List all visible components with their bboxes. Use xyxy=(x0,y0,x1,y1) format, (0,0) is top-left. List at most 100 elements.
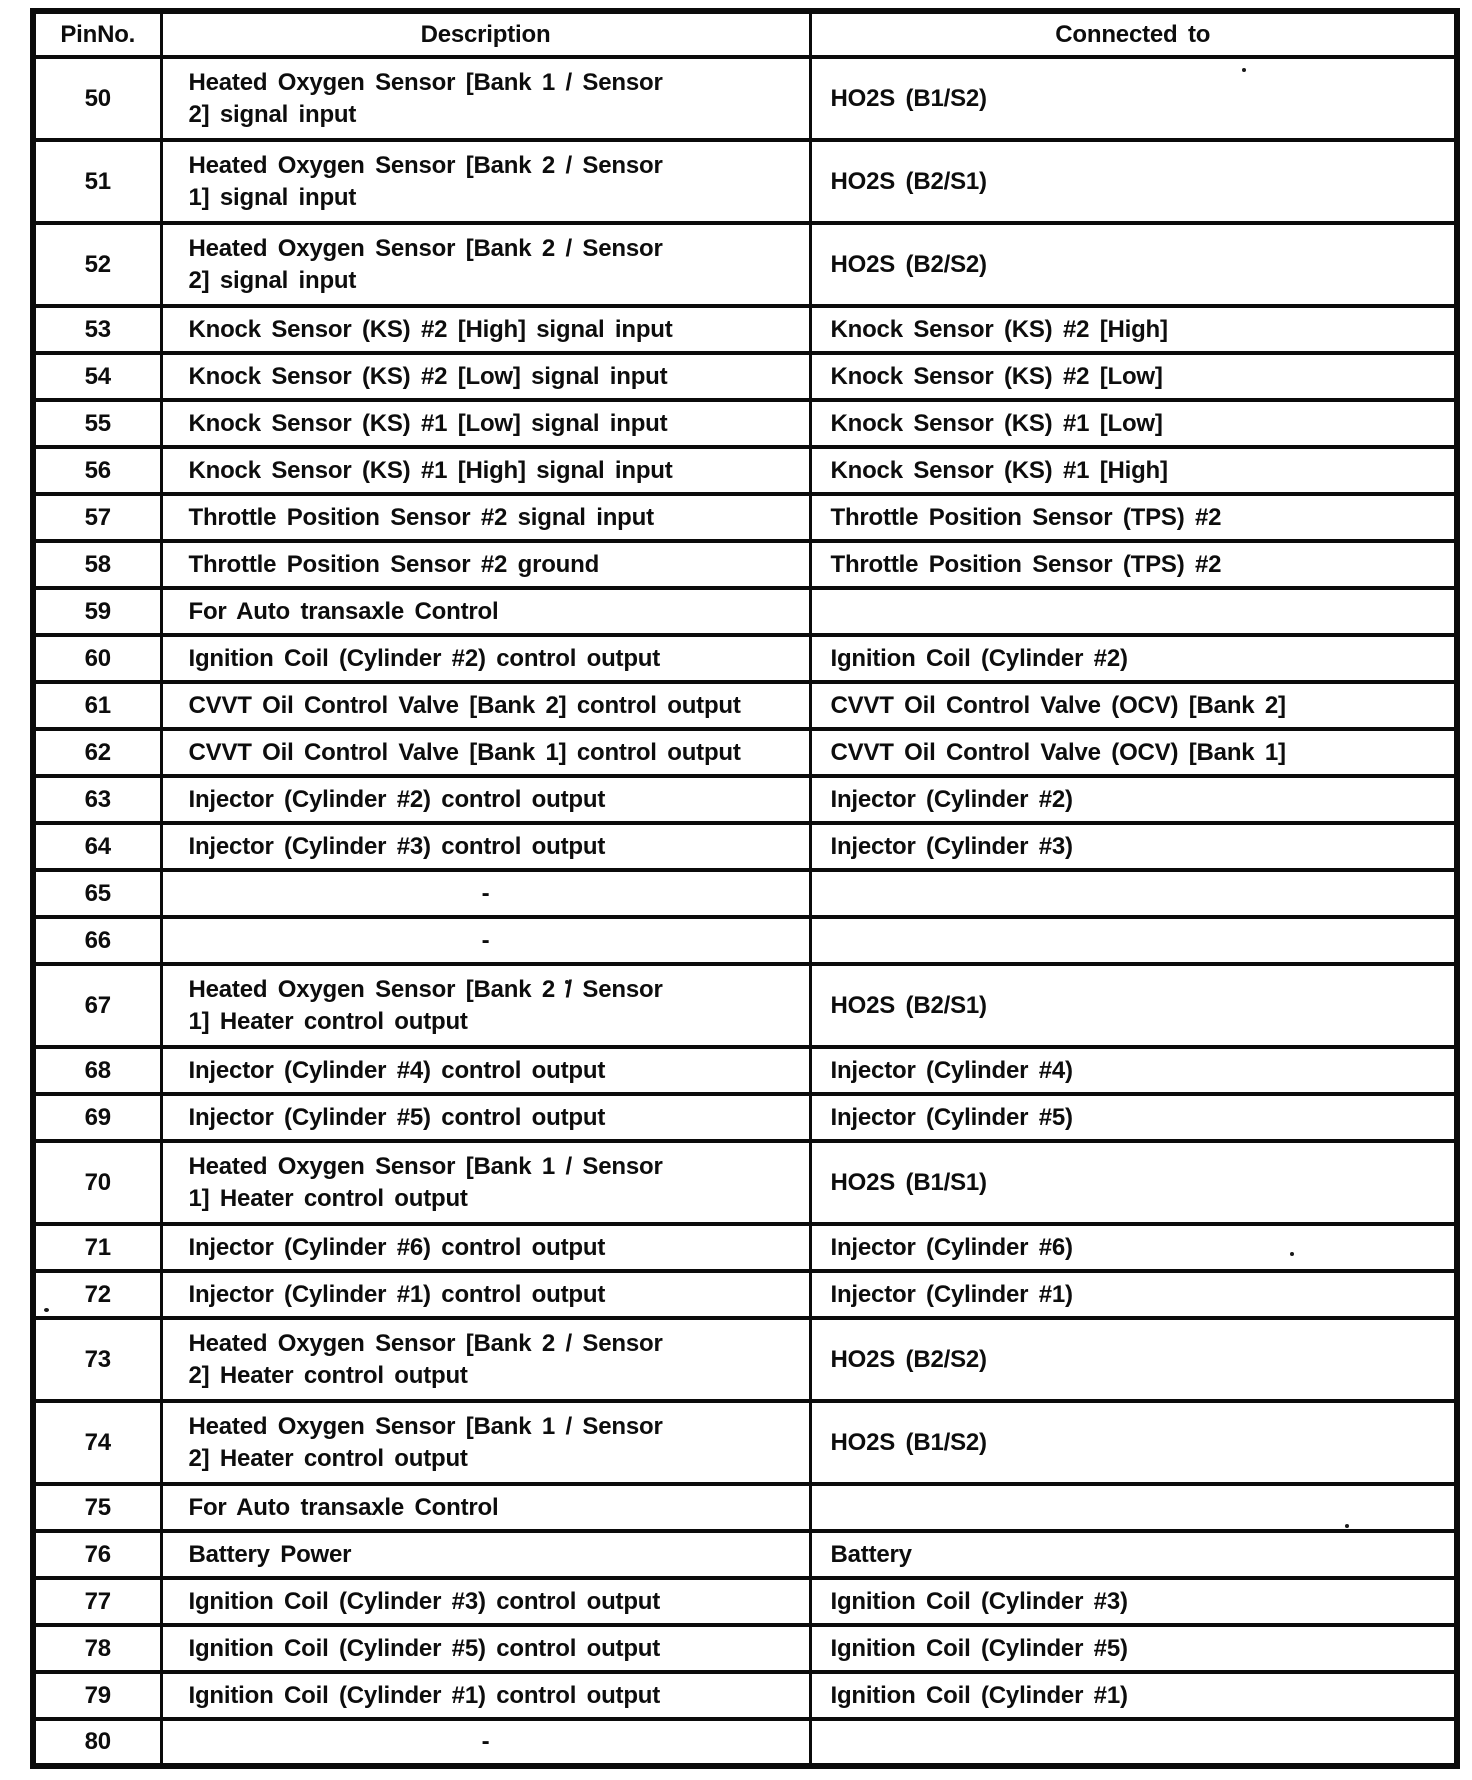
pin-number-cell: 79 xyxy=(31,1670,163,1721)
description-cell: Heated Oxygen Sensor [Bank 1 / Sensor 2]… xyxy=(159,1399,812,1486)
description-cell: Injector (Cylinder #1) control output xyxy=(159,1269,812,1320)
description-cell: For Auto transaxle Control xyxy=(159,1482,812,1533)
connected-to-cell: Throttle Position Sensor (TPS) #2 xyxy=(808,492,1459,543)
connected-to-cell: Injector (Cylinder #3) xyxy=(808,821,1459,872)
table-row: 65- xyxy=(31,868,1459,919)
table-row: 55 Knock Sensor (KS) #1 [Low] signal inpu… xyxy=(31,398,1459,449)
connected-to-cell: Ignition Coil (Cylinder #3) xyxy=(808,1576,1459,1627)
connected-to-cell: Knock Sensor (KS) #1 [Low] xyxy=(808,398,1459,449)
description-cell: - xyxy=(159,1717,812,1768)
connected-to-cell: Injector (Cylinder #2) xyxy=(808,774,1459,825)
description-cell: Ignition Coil (Cylinder #2) control outp… xyxy=(159,633,812,684)
table-row: 77 Ignition Coil (Cylinder #3) control ou… xyxy=(31,1576,1459,1627)
connected-to-cell: Knock Sensor (KS) #2 [Low] xyxy=(808,351,1459,402)
description-cell: Injector (Cylinder #6) control output xyxy=(159,1222,812,1273)
description-cell: Heated Oxygen Sensor [Bank 2 / Sensor 1]… xyxy=(159,138,812,225)
connected-to-cell: HO2S (B2/S1) xyxy=(808,962,1459,1049)
scan-speck xyxy=(44,1308,49,1312)
table-row: 66- xyxy=(31,915,1459,966)
table-row: 52 Heated Oxygen Sensor [Bank 2 / Sensor … xyxy=(31,221,1459,308)
table-row: 72 Injector (Cylinder #1) control output I… xyxy=(31,1269,1459,1320)
pin-number-cell: 76 xyxy=(31,1529,163,1580)
table-header: PinNo. Description Connected to xyxy=(31,9,1459,59)
pin-number-cell: 51 xyxy=(31,138,163,225)
pin-number-cell: 60 xyxy=(31,633,163,684)
pin-number-cell: 54 xyxy=(31,351,163,402)
table-row: 62 CVVT Oil Control Valve [Bank 1] contro… xyxy=(31,727,1459,778)
connected-to-cell: HO2S (B1/S1) xyxy=(808,1139,1459,1226)
description-cell: Injector (Cylinder #4) control output xyxy=(159,1045,812,1096)
table-row: 80- xyxy=(31,1717,1459,1768)
connected-to-cell: HO2S (B2/S2) xyxy=(808,1316,1459,1403)
description-cell: CVVT Oil Control Valve [Bank 1] control … xyxy=(159,727,812,778)
connected-to-cell: CVVT Oil Control Valve (OCV) [Bank 1] xyxy=(808,727,1459,778)
pin-number-cell: 66 xyxy=(31,915,163,966)
table-row: 70 Heated Oxygen Sensor [Bank 1 / Sensor … xyxy=(31,1139,1459,1226)
table-row: 68 Injector (Cylinder #4) control output I… xyxy=(31,1045,1459,1096)
description-cell: - xyxy=(159,915,812,966)
header-row: PinNo. Description Connected to xyxy=(31,9,1459,59)
description-cell: Heated Oxygen Sensor [Bank 2 / Sensor 1]… xyxy=(159,962,812,1049)
description-cell: Throttle Position Sensor #2 signal input xyxy=(159,492,812,543)
pin-number-cell: 78 xyxy=(31,1623,163,1674)
pin-number-cell: 50 xyxy=(31,55,163,142)
description-cell: Heated Oxygen Sensor [Bank 1 / Sensor 1]… xyxy=(159,1139,812,1226)
description-cell: - xyxy=(159,868,812,919)
connected-to-cell: HO2S (B2/S1) xyxy=(808,138,1459,225)
description-cell: Heated Oxygen Sensor [Bank 2 / Sensor 2]… xyxy=(159,1316,812,1403)
table-row: 71 Injector (Cylinder #6) control output I… xyxy=(31,1222,1459,1273)
table-row: 50 Heated Oxygen Sensor [Bank 1 / Sensor … xyxy=(31,55,1459,142)
table-row: 74 Heated Oxygen Sensor [Bank 1 / Sensor … xyxy=(31,1399,1459,1486)
description-cell: Ignition Coil (Cylinder #5) control outp… xyxy=(159,1623,812,1674)
description-cell: For Auto transaxle Control xyxy=(159,586,812,637)
connected-to-cell: Injector (Cylinder #1) xyxy=(808,1269,1459,1320)
pin-number-cell: 58 xyxy=(31,539,163,590)
pin-number-cell: 73 xyxy=(31,1316,163,1403)
column-header-pin-no: PinNo. xyxy=(31,9,163,59)
pin-number-cell: 64 xyxy=(31,821,163,872)
table-row: 56 Knock Sensor (KS) #1 [High] signal inp… xyxy=(31,445,1459,496)
table-row: 78 Ignition Coil (Cylinder #5) control ou… xyxy=(31,1623,1459,1674)
pin-number-cell: 59 xyxy=(31,586,163,637)
pin-number-cell: 65 xyxy=(31,868,163,919)
table-row: 59 For Auto transaxle Control xyxy=(31,586,1459,637)
connected-to-cell: Injector (Cylinder #6) xyxy=(808,1222,1459,1273)
table-row: 69 Injector (Cylinder #5) control output I… xyxy=(31,1092,1459,1143)
table-row: 61 CVVT Oil Control Valve [Bank 2] contro… xyxy=(31,680,1459,731)
table-row: 67 Heated Oxygen Sensor [Bank 2 / Sensor … xyxy=(31,962,1459,1049)
description-cell: Injector (Cylinder #2) control output xyxy=(159,774,812,825)
table-row: 79 Ignition Coil (Cylinder #1) control ou… xyxy=(31,1670,1459,1721)
pin-number-cell: 70 xyxy=(31,1139,163,1226)
connected-to-cell: Injector (Cylinder #4) xyxy=(808,1045,1459,1096)
pin-number-cell: 69 xyxy=(31,1092,163,1143)
table-row: 58 Throttle Position Sensor #2 ground Thro… xyxy=(31,539,1459,590)
connected-to-cell xyxy=(808,915,1459,966)
table-row: 60 Ignition Coil (Cylinder #2) control ou… xyxy=(31,633,1459,684)
column-header-connected-to: Connected to xyxy=(808,9,1459,59)
table-row: 57 Throttle Position Sensor #2 signal inp… xyxy=(31,492,1459,543)
connected-to-cell: HO2S (B1/S2) xyxy=(808,55,1459,142)
table-row: 73 Heated Oxygen Sensor [Bank 2 / Sensor … xyxy=(31,1316,1459,1403)
table-row: 53 Knock Sensor (KS) #2 [High] signal inp… xyxy=(31,304,1459,355)
table-row: 63 Injector (Cylinder #2) control output I… xyxy=(31,774,1459,825)
pin-number-cell: 77 xyxy=(31,1576,163,1627)
description-cell: Ignition Coil (Cylinder #3) control outp… xyxy=(159,1576,812,1627)
connected-to-cell: Ignition Coil (Cylinder #5) xyxy=(808,1623,1459,1674)
connected-to-cell xyxy=(808,868,1459,919)
pin-table-body: 50 Heated Oxygen Sensor [Bank 1 / Sensor … xyxy=(31,55,1459,1768)
table-row: 64 Injector (Cylinder #3) control output I… xyxy=(31,821,1459,872)
connected-to-cell: HO2S (B2/S2) xyxy=(808,221,1459,308)
scan-speck xyxy=(565,980,569,984)
pin-number-cell: 71 xyxy=(31,1222,163,1273)
pin-number-cell: 55 xyxy=(31,398,163,449)
description-cell: Heated Oxygen Sensor [Bank 2 / Sensor 2]… xyxy=(159,221,812,308)
connected-to-cell: Throttle Position Sensor (TPS) #2 xyxy=(808,539,1459,590)
pin-number-cell: 67 xyxy=(31,962,163,1049)
table-row: 75 For Auto transaxle Control xyxy=(31,1482,1459,1533)
description-cell: Knock Sensor (KS) #1 [High] signal input xyxy=(159,445,812,496)
pin-number-cell: 61 xyxy=(31,680,163,731)
connected-to-cell: HO2S (B1/S2) xyxy=(808,1399,1459,1486)
pin-number-cell: 57 xyxy=(31,492,163,543)
connected-to-cell: Knock Sensor (KS) #1 [High] xyxy=(808,445,1459,496)
